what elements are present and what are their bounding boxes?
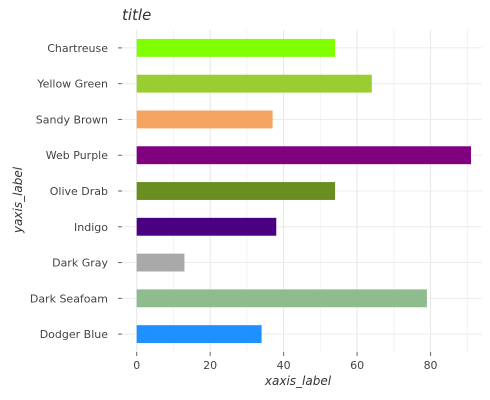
bar-olive-drab	[136, 182, 336, 200]
bar-dark-seafoam	[136, 289, 427, 308]
y-axis-label: yaxis_label	[11, 166, 25, 234]
x-axis-label: xaxis_label	[264, 374, 332, 388]
bar-chartreuse	[136, 38, 336, 57]
chart-title: title	[122, 6, 151, 24]
y-tick-label: Dodger Blue	[40, 328, 109, 341]
bar-indigo	[136, 217, 277, 236]
y-axis-ticks: Dodger Blue Dark Seafoam Dark Gray Indigo Ol…	[30, 42, 122, 341]
y-tick-label: Olive Drab	[50, 185, 108, 198]
y-tick-label: Sandy Brown	[36, 113, 108, 126]
bars	[136, 38, 471, 344]
x-axis-ticks: 0 20 40 60 80	[133, 352, 438, 372]
x-tick-label: 40	[277, 359, 291, 372]
y-tick-label: Dark Gray	[52, 257, 108, 270]
y-tick-label: Web Purple	[46, 149, 108, 162]
x-tick-label: 80	[424, 359, 438, 372]
y-tick-label: Yellow Green	[36, 78, 108, 91]
bar-dark-gray	[136, 253, 185, 272]
x-tick-label: 20	[203, 359, 217, 372]
bar-sandy-brown	[136, 110, 273, 129]
bar-dodger-blue	[136, 325, 262, 344]
x-tick-label: 60	[350, 359, 364, 372]
x-tick-label: 0	[133, 359, 140, 372]
y-tick-label: Indigo	[74, 221, 108, 234]
y-tick-label: Chartreuse	[47, 42, 108, 55]
bar-yellow-green	[136, 74, 372, 93]
y-tick-label: Dark Seafoam	[30, 292, 108, 305]
bar-web-purple	[136, 146, 471, 165]
